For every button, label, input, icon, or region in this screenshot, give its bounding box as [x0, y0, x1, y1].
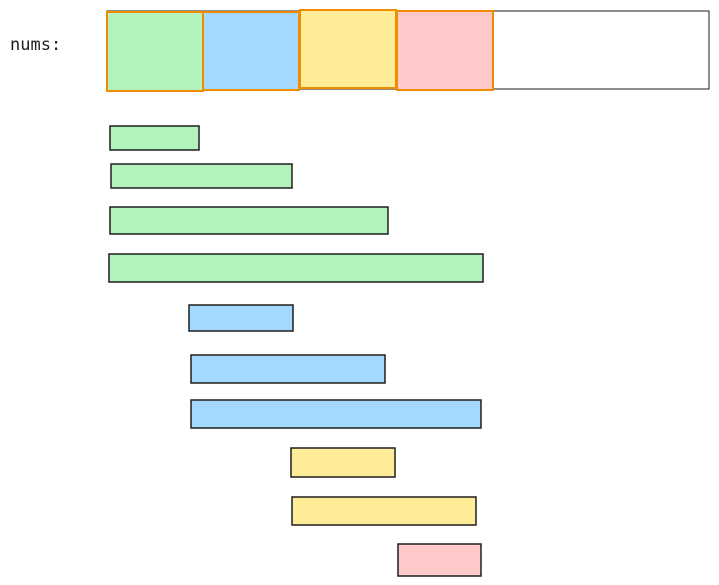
subarray-bar — [108, 253, 484, 283]
subarray-bar — [188, 304, 294, 332]
array-cell — [299, 9, 397, 89]
subarray-bar — [110, 163, 293, 189]
subarray-bar — [190, 399, 482, 429]
array-cell — [202, 11, 300, 91]
subarray-bar — [109, 206, 389, 235]
subarray-bar — [291, 496, 477, 526]
subarray-bar — [397, 543, 482, 577]
subarray-bar — [109, 125, 200, 151]
array-label: nums: — [10, 35, 61, 55]
array-cell — [106, 11, 204, 92]
array-cell — [396, 10, 494, 91]
subarray-bar — [190, 354, 386, 384]
subarray-bar — [290, 447, 396, 478]
